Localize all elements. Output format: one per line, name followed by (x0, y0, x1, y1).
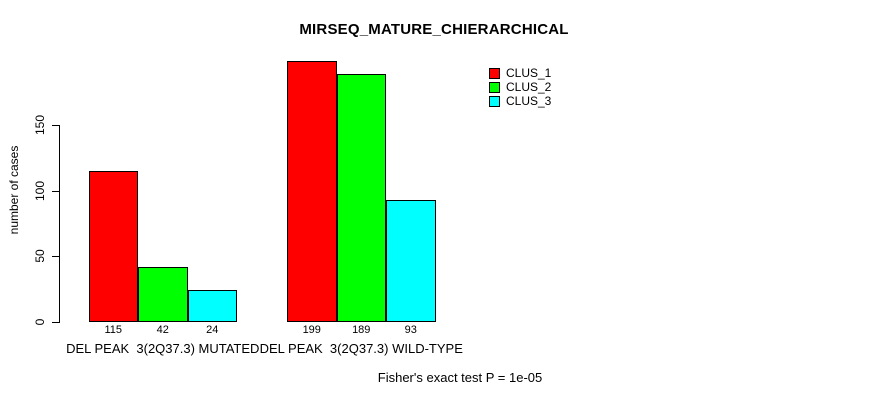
y-axis-tick (52, 190, 59, 192)
legend-item: CLUS_3 (489, 94, 551, 108)
bar-clus-1-group2 (287, 60, 337, 322)
bar-value-label: 189 (352, 324, 371, 336)
legend-item-label: CLUS_1 (506, 66, 552, 80)
x-category-label: DEL PEAK 3(2Q37.3) MUTATED (66, 341, 260, 356)
legend-item: CLUS_1 (489, 66, 551, 80)
chart-title: MIRSEQ_MATURE_CHIERARCHICAL (299, 21, 569, 38)
y-axis-tick (52, 322, 59, 323)
y-axis-tick-label: 0 (33, 318, 47, 326)
y-axis-tick (52, 256, 59, 258)
bar-clus-1-group1 (88, 170, 138, 322)
y-axis-tick-label: 150 (33, 114, 47, 136)
bar-clus-2-group2 (336, 73, 386, 322)
bar-value-label: 93 (404, 324, 417, 336)
bar-value-label: 42 (156, 324, 169, 336)
y-axis-tick-label: 100 (33, 180, 47, 201)
bar-clus-3-group2 (386, 199, 436, 322)
legend: CLUS_1 CLUS_2 CLUS_3 (489, 66, 551, 108)
legend-swatch-clus-2 (489, 81, 500, 93)
y-axis-line (59, 125, 60, 323)
legend-item-label: CLUS_2 (506, 80, 552, 94)
legend-swatch-clus-1 (489, 67, 500, 79)
bar-value-label: 24 (206, 324, 219, 336)
bar-clus-3-group1 (187, 290, 237, 322)
legend-swatch-clus-3 (489, 95, 500, 107)
y-axis-tick (52, 125, 59, 126)
bar-value-label: 115 (104, 324, 123, 336)
bar-value-label: 199 (302, 324, 321, 336)
legend-item: CLUS_2 (489, 80, 551, 94)
y-axis-label: number of cases (7, 145, 21, 235)
bar-clus-2-group1 (138, 266, 188, 322)
footer-text: Fisher's exact test P = 1e-05 (377, 370, 543, 385)
legend-item-label: CLUS_3 (506, 94, 552, 108)
y-axis-tick-label: 50 (33, 249, 47, 264)
x-category-label: DEL PEAK 3(2Q37.3) WILD-TYPE (259, 341, 463, 356)
